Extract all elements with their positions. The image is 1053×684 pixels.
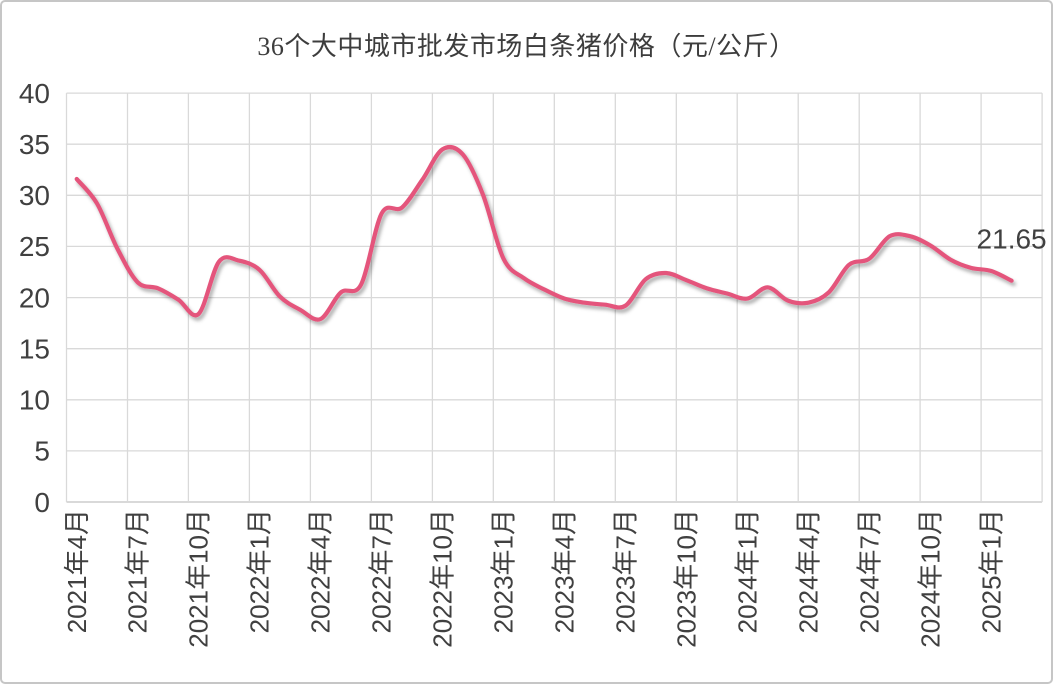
x-tick-label: 2024年1月 [733, 509, 763, 633]
gridlines [65, 92, 1043, 503]
x-tick-label: 2021年10月 [184, 509, 214, 648]
x-tick-label: 2022年7月 [367, 509, 397, 633]
x-tick-label: 2023年10月 [672, 509, 702, 648]
y-tick-label: 5 [34, 436, 50, 467]
y-tick-label: 35 [19, 129, 50, 160]
x-tick-label: 2023年7月 [611, 509, 641, 633]
y-tick-label: 20 [19, 282, 50, 313]
last-value-label: 21.65 [977, 224, 1047, 255]
y-tick-label: 30 [19, 180, 50, 211]
x-tick-label: 2022年4月 [306, 509, 336, 633]
y-tick-label: 40 [19, 78, 50, 109]
x-tick-label: 2022年10月 [428, 509, 458, 648]
x-tick-label: 2024年4月 [794, 509, 824, 633]
x-tick-label: 2025年1月 [976, 509, 1006, 633]
x-axis-labels: 2021年4月 2021年7月 2021年10月 2022年1月 2022年4月 2022… [62, 509, 1007, 648]
price-line [74, 144, 1014, 322]
x-tick-label: 2024年7月 [854, 509, 884, 633]
x-tick-label: 2023年1月 [489, 509, 519, 633]
x-tick-label: 2023年4月 [550, 509, 580, 633]
chart-title: 36个大中城市批发市场白条猪价格（元/公斤） [257, 32, 796, 61]
y-tick-label: 0 [34, 487, 50, 518]
y-axis-labels: 0 5 10 15 20 25 30 35 40 [19, 78, 50, 518]
y-tick-label: 15 [19, 334, 50, 365]
x-tick-label: 2021年7月 [123, 509, 153, 633]
x-tick-label: 2024年10月 [915, 509, 945, 648]
y-tick-label: 10 [19, 385, 50, 416]
x-tick-label: 2022年1月 [245, 509, 275, 633]
x-tick-label: 2021年4月 [62, 509, 92, 633]
y-tick-label: 25 [19, 231, 50, 262]
